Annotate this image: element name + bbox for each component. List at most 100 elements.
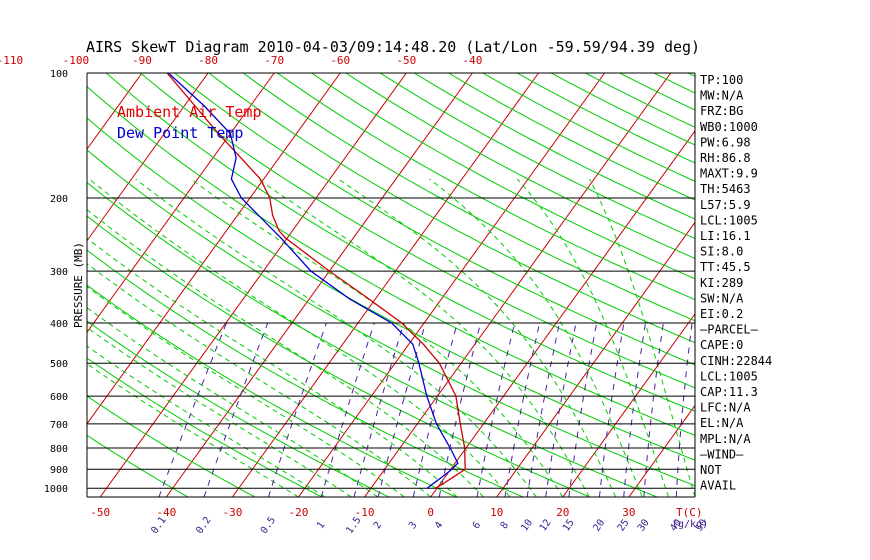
moist-adiabat (429, 178, 643, 497)
ambient-temp-point (368, 298, 370, 300)
index-entry: L57:5.9 (700, 198, 751, 212)
ambient-temp-point (229, 145, 231, 147)
dew-point-point (229, 133, 231, 135)
dry-adiabat (87, 85, 695, 436)
dew-point-point (435, 423, 438, 425)
dew-point-point (240, 197, 242, 199)
isotherm-line (87, 73, 275, 334)
dew-point-point (418, 362, 420, 364)
dry-adiabat (277, 73, 695, 301)
isotherm-line (87, 73, 341, 425)
top-temp-tick-label: -110 (0, 54, 23, 67)
index-entry: MW:N/A (700, 89, 744, 103)
pressure-tick-label: 100 (50, 69, 68, 80)
mixing-ratio-line (643, 322, 664, 497)
mixing-ratio-label: 3 (407, 520, 419, 531)
index-entry: CAPE:0 (700, 338, 743, 352)
background-grid (0, 73, 870, 497)
mixing-ratio-label: 15 (561, 517, 577, 533)
moist-adiabat (87, 286, 405, 497)
dew-point-point (449, 447, 451, 449)
mixing-ratio-line (268, 322, 327, 497)
index-entry: CAP:11.3 (700, 385, 758, 399)
ambient-temp-point (464, 468, 466, 470)
ambient-temp-point (217, 133, 220, 135)
dry-adiabat (311, 73, 695, 280)
pressure-tick-label: 600 (50, 392, 68, 403)
mixing-ratio-label: 1 (315, 520, 327, 531)
dry-adiabat (87, 215, 591, 497)
pressure-tick-label: 300 (50, 267, 68, 278)
moist-adiabat (87, 307, 379, 497)
dew-point-line (167, 73, 459, 489)
axes: 1002003004005006007008009001000-120-110-… (0, 54, 710, 536)
bottom-temp-tick-label: 0 (427, 506, 434, 519)
pressure-tick-label: 200 (50, 194, 68, 205)
isotherm-line (298, 73, 606, 497)
dry-adiabat (105, 73, 695, 412)
bottom-temp-tick-label: 10 (490, 506, 503, 519)
dry-adiabat (825, 73, 870, 497)
pressure-tick-label: 900 (50, 465, 68, 476)
dew-point-point (451, 468, 453, 470)
ambient-temp-point (464, 462, 466, 464)
index-entry: CINH:22844 (700, 354, 772, 368)
top-temp-tick-label: -100 (63, 54, 90, 67)
mixing-ratio-line (526, 322, 560, 497)
mixing-ratio-label: 20 (591, 517, 607, 533)
index-entry: —PARCEL— (700, 323, 759, 337)
moist-adiabat (517, 178, 670, 497)
chart-title: AIRS SkewT Diagram 2010-04-03/09:14:48.2… (86, 38, 700, 56)
ambient-temp-point (447, 480, 449, 482)
index-entry: EL:N/A (700, 416, 744, 430)
index-entry: KI:289 (700, 276, 743, 290)
index-entry: LFC:N/A (700, 401, 751, 415)
ambient-temp-point (259, 178, 261, 180)
dry-adiabat (242, 73, 695, 322)
isotherm-line (99, 73, 407, 497)
mixing-ratio-label: 30 (636, 517, 652, 533)
dew-point-point (235, 157, 237, 159)
ambient-temp-point (269, 197, 271, 199)
bottom-temp-tick-label: -10 (355, 506, 375, 519)
dew-point-point (412, 343, 414, 345)
index-entry: LCL:1005 (700, 369, 758, 383)
mixing-ratio-label: 8 (499, 520, 511, 531)
index-entry: LCL:1005 (700, 213, 758, 227)
dew-point-point (349, 298, 351, 300)
mixing-ratio-label: 12 (538, 517, 554, 533)
moist-adiabat (87, 345, 326, 497)
isotherm-line (87, 73, 209, 242)
isotherm-line (827, 73, 870, 497)
dew-point-point (443, 474, 446, 476)
mixing-ratio-label: 10 (519, 517, 535, 533)
index-entry: TH:5463 (700, 182, 751, 196)
dry-adiabat (87, 434, 189, 497)
ambient-temp-point (455, 474, 457, 476)
top-temp-tick-label: -70 (264, 54, 284, 67)
pressure-tick-label: 400 (50, 319, 68, 330)
dew-point-point (457, 462, 459, 464)
dew-point-point (280, 237, 282, 239)
moist-adiabat (135, 178, 537, 497)
bottom-temp-tick-label: 20 (556, 506, 569, 519)
mixing-ratio-line (320, 322, 375, 497)
mixing-ratio-label: 25 (616, 517, 632, 533)
ambient-temp-point (272, 214, 274, 216)
index-entry: PW:6.98 (700, 135, 751, 149)
dew-point-point (426, 395, 428, 397)
bottom-temp-tick-label: -50 (90, 506, 110, 519)
isotherm-line (165, 73, 473, 497)
index-entry: TT:45.5 (700, 260, 751, 274)
mixing-ratio-line (438, 322, 482, 497)
dry-adiabat (448, 73, 695, 201)
ambient-temp-point (401, 322, 403, 324)
pressure-tick-label: 800 (50, 444, 68, 455)
isotherm-line (0, 73, 76, 497)
index-entry: AVAIL (700, 479, 736, 493)
y-axis-label: PRESSURE (MB) (72, 242, 85, 328)
ambient-temp-point (464, 447, 466, 449)
dry-adiabat (208, 73, 695, 344)
